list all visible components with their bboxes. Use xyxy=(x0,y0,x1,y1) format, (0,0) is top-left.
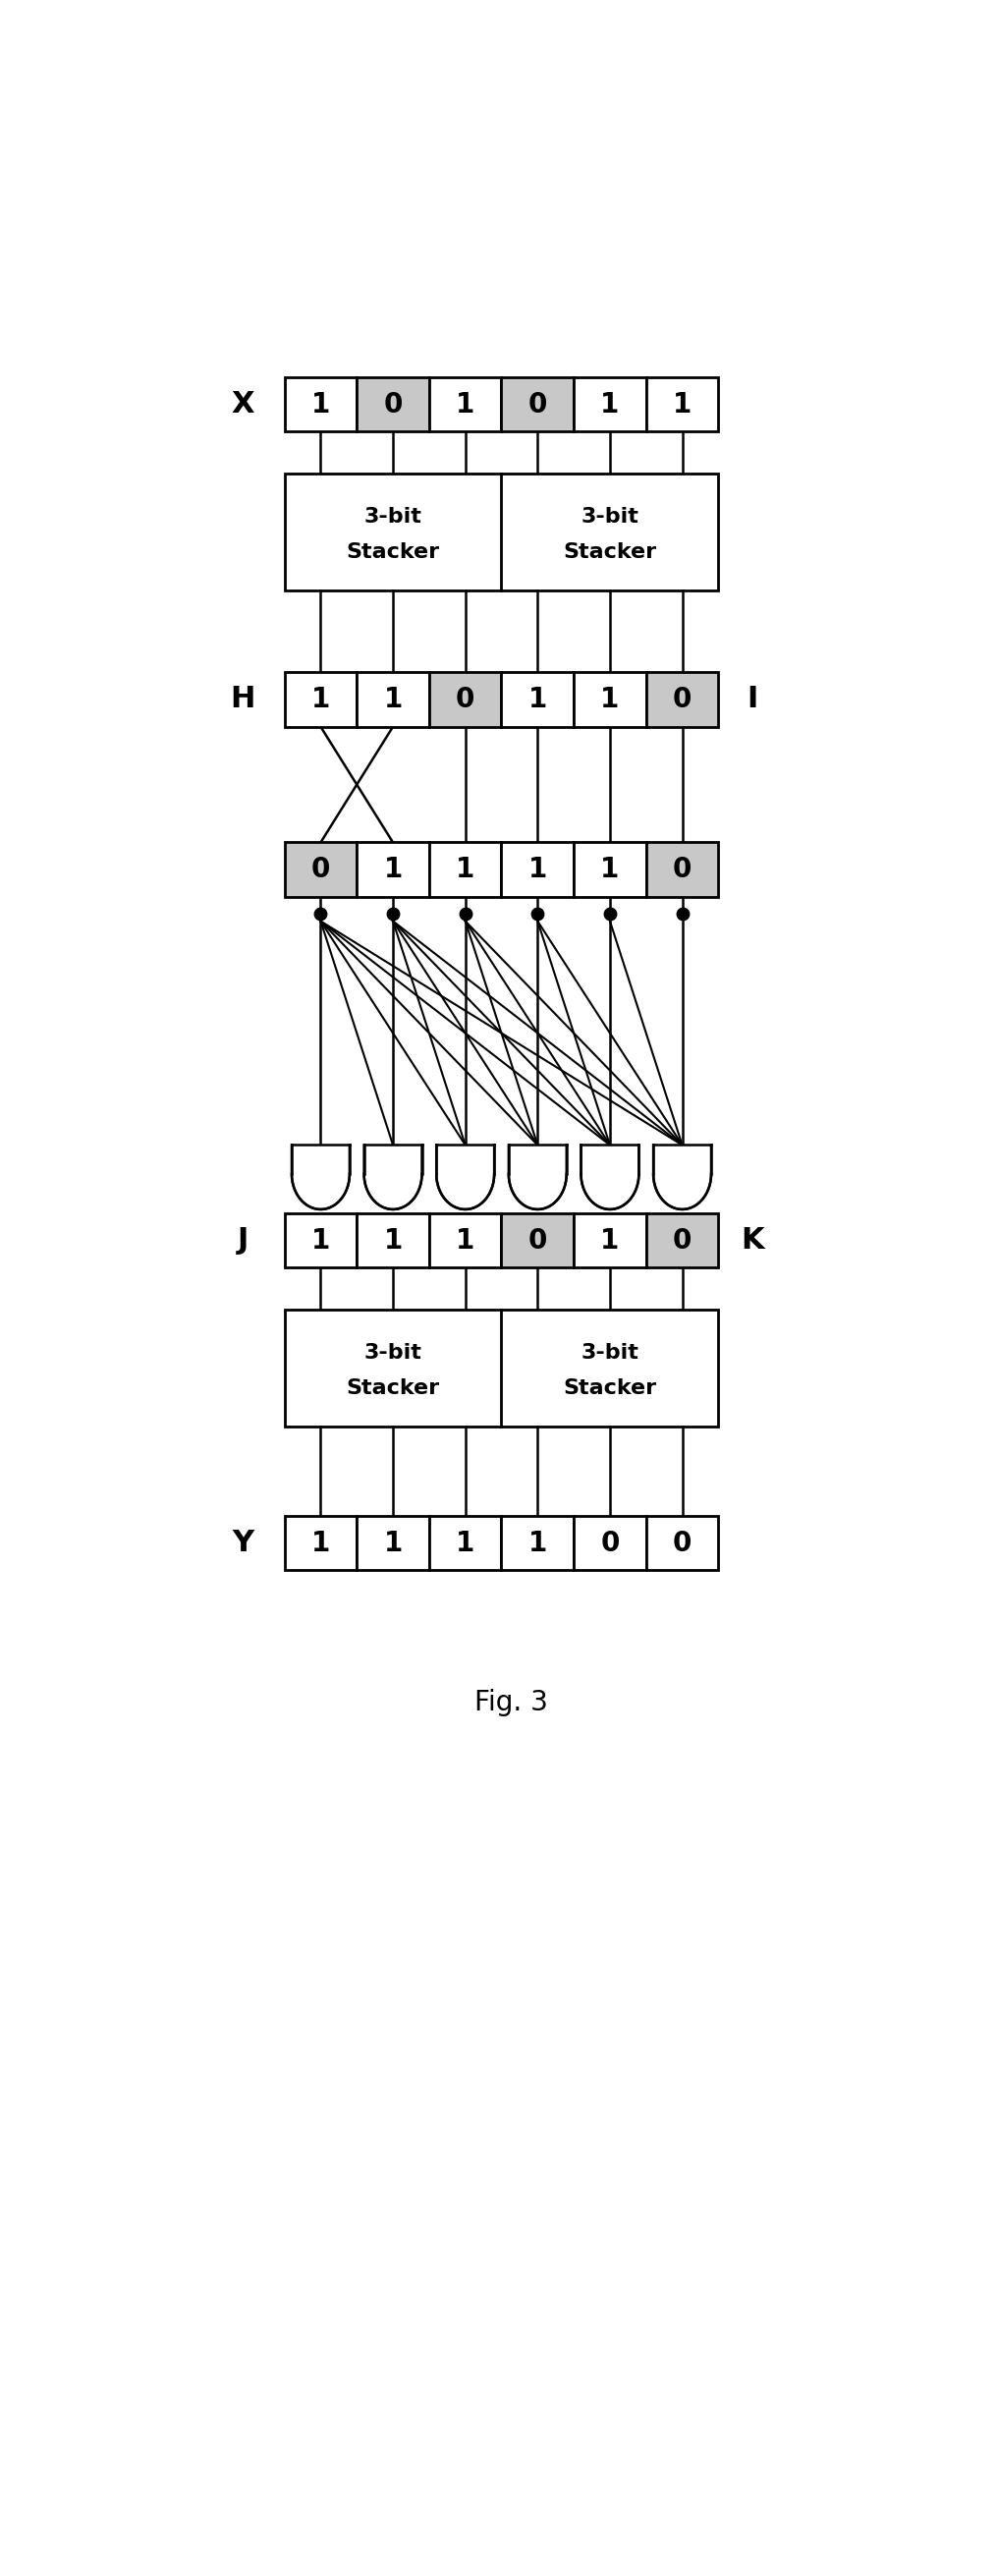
Bar xyxy=(573,1515,646,1571)
Text: Fig. 3: Fig. 3 xyxy=(475,1690,547,1716)
Bar xyxy=(429,672,501,726)
Text: I: I xyxy=(747,685,759,714)
Text: 0: 0 xyxy=(673,855,692,884)
Bar xyxy=(646,842,719,896)
Text: 1: 1 xyxy=(600,1226,619,1255)
Text: 1: 1 xyxy=(456,392,475,417)
Bar xyxy=(429,842,501,896)
Text: 1: 1 xyxy=(384,1226,403,1255)
Text: 1: 1 xyxy=(384,685,403,714)
Bar xyxy=(284,376,357,433)
Text: 1: 1 xyxy=(600,392,619,417)
Text: K: K xyxy=(741,1226,765,1255)
Bar xyxy=(646,376,719,433)
Bar xyxy=(429,376,501,433)
Bar xyxy=(284,672,357,726)
Text: 1: 1 xyxy=(456,1226,475,1255)
Text: 0: 0 xyxy=(600,1530,619,1556)
Text: 3-bit: 3-bit xyxy=(364,1342,422,1363)
Bar xyxy=(429,1213,501,1267)
Bar xyxy=(501,1213,573,1267)
Bar xyxy=(573,842,646,896)
Text: X: X xyxy=(231,389,254,420)
Text: 1: 1 xyxy=(528,1530,547,1556)
Bar xyxy=(501,1515,573,1571)
Text: 3-bit: 3-bit xyxy=(364,507,422,526)
Text: 1: 1 xyxy=(311,1530,330,1556)
Bar xyxy=(357,1213,429,1267)
Text: Stacker: Stacker xyxy=(563,1378,657,1399)
Bar xyxy=(357,842,429,896)
Bar xyxy=(429,1515,501,1571)
Bar xyxy=(357,672,429,726)
Bar xyxy=(284,842,357,896)
Text: 1: 1 xyxy=(311,1226,330,1255)
Text: 1: 1 xyxy=(311,685,330,714)
Polygon shape xyxy=(364,1146,422,1208)
Bar xyxy=(501,842,573,896)
Text: 1: 1 xyxy=(456,855,475,884)
Bar xyxy=(284,474,719,590)
Text: 1: 1 xyxy=(456,1530,475,1556)
Text: 1: 1 xyxy=(311,392,330,417)
Text: 1: 1 xyxy=(528,855,547,884)
Text: 1: 1 xyxy=(384,855,403,884)
Text: 3-bit: 3-bit xyxy=(581,1342,639,1363)
Text: Stacker: Stacker xyxy=(563,541,657,562)
Text: 0: 0 xyxy=(673,1226,692,1255)
Bar xyxy=(284,1309,719,1427)
Text: 1: 1 xyxy=(384,1530,403,1556)
Text: 0: 0 xyxy=(673,1530,692,1556)
Bar xyxy=(284,1213,357,1267)
Text: H: H xyxy=(230,685,255,714)
Text: 0: 0 xyxy=(311,855,330,884)
Text: 0: 0 xyxy=(528,1226,547,1255)
Bar xyxy=(573,672,646,726)
Text: 0: 0 xyxy=(384,392,403,417)
Bar xyxy=(357,1515,429,1571)
Text: 1: 1 xyxy=(600,685,619,714)
Text: 0: 0 xyxy=(456,685,475,714)
Polygon shape xyxy=(508,1146,566,1208)
Text: 0: 0 xyxy=(528,392,547,417)
Text: Stacker: Stacker xyxy=(346,541,440,562)
Bar xyxy=(646,1515,719,1571)
Polygon shape xyxy=(653,1146,711,1208)
Text: 1: 1 xyxy=(528,685,547,714)
Polygon shape xyxy=(292,1146,350,1208)
Bar xyxy=(573,1213,646,1267)
Polygon shape xyxy=(581,1146,639,1208)
Bar xyxy=(501,376,573,433)
Text: Stacker: Stacker xyxy=(346,1378,440,1399)
Bar xyxy=(646,1213,719,1267)
Bar xyxy=(357,376,429,433)
Bar xyxy=(284,1515,357,1571)
Text: 3-bit: 3-bit xyxy=(581,507,639,526)
Text: 0: 0 xyxy=(673,685,692,714)
Text: Y: Y xyxy=(232,1528,253,1558)
Bar xyxy=(646,672,719,726)
Bar xyxy=(501,672,573,726)
Bar xyxy=(573,376,646,433)
Text: J: J xyxy=(237,1226,248,1255)
Text: 1: 1 xyxy=(673,392,692,417)
Polygon shape xyxy=(437,1146,495,1208)
Text: 1: 1 xyxy=(600,855,619,884)
